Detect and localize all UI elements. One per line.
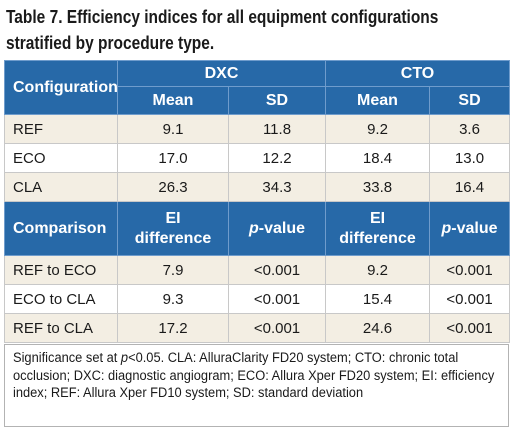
ei-label: EI [369, 209, 386, 227]
table-title-line-2: stratified by procedure type. [6, 33, 215, 53]
dxc-p-value: <0.001 [228, 255, 326, 285]
comparison-name: REF to CLA [4, 313, 118, 343]
comparison-name: REF to ECO [4, 255, 118, 285]
cto-sd-value: 3.6 [428, 114, 511, 144]
table-row: CLA 26.3 34.3 33.8 16.4 [4, 172, 511, 202]
cto-ei-difference-value: 9.2 [325, 255, 430, 285]
header-dxc: DXC [117, 60, 326, 87]
table-row: REF 9.1 11.8 9.2 3.6 [4, 114, 511, 144]
table-row: ECO to CLA 9.3 <0.001 15.4 <0.001 [4, 284, 511, 314]
config-name: REF [4, 114, 118, 144]
footnote-p-italic: p [120, 350, 129, 365]
header-cto-ei-difference: EI difference [325, 201, 430, 256]
dxc-ei-difference-value: 7.9 [117, 255, 229, 285]
config-name: CLA [4, 172, 118, 202]
header-dxc-p-value: p-value [228, 201, 326, 256]
header-dxc-sd: SD [228, 86, 326, 115]
header-comparison: Comparison [4, 201, 118, 256]
table-row: REF to CLA 17.2 <0.001 24.6 <0.001 [4, 313, 511, 343]
cto-sd-value: 13.0 [428, 143, 511, 173]
p-italic: p [441, 219, 452, 237]
efficiency-table: Configuration DXC CTO Mean SD Mean SD RE… [4, 60, 511, 343]
ei-label: EI [165, 209, 181, 227]
dxc-p-value: <0.001 [228, 284, 326, 314]
cto-mean-value: 33.8 [325, 172, 430, 202]
comparison-header-row: Comparison EI difference p-value EI diff… [4, 201, 511, 256]
header-cto-p-value: p-value [428, 201, 511, 256]
p-italic: p [248, 219, 259, 237]
table-footnote: Significance set at p<0.05. CLA: AlluraC… [4, 344, 509, 427]
header-cto: CTO [324, 60, 511, 87]
cto-p-value: <0.001 [428, 255, 511, 285]
cto-mean-value: 18.4 [325, 143, 430, 173]
cto-sd-value: 16.4 [428, 172, 511, 202]
dxc-mean-value: 26.3 [117, 172, 229, 202]
footnote-post: <0.05. CLA: AlluraClarity FD20 system; C… [13, 350, 495, 400]
dxc-sd-value: 12.2 [228, 143, 326, 173]
cto-p-value: <0.001 [428, 313, 511, 343]
config-name: ECO [4, 143, 118, 173]
cto-mean-value: 9.2 [325, 114, 430, 144]
table-row: REF to ECO 7.9 <0.001 9.2 <0.001 [4, 255, 511, 285]
header-dxc-mean: Mean [117, 86, 229, 115]
table-row: ECO 17.0 12.2 18.4 13.0 [4, 143, 511, 173]
dxc-ei-difference-value: 9.3 [117, 284, 229, 314]
dxc-mean-value: 17.0 [117, 143, 229, 173]
dxc-sd-value: 11.8 [228, 114, 326, 144]
header-row-stats: Mean SD Mean SD [5, 86, 511, 115]
comparison-name: ECO to CLA [4, 284, 118, 314]
difference-label: difference [339, 229, 416, 247]
cto-p-value: <0.001 [428, 284, 511, 314]
header-dxc-ei-difference: EI difference [117, 201, 229, 256]
footnote-text: Significance set at p<0.05. CLA: AlluraC… [13, 349, 503, 402]
difference-label: difference [134, 229, 212, 247]
dxc-p-value: <0.001 [228, 313, 326, 343]
cto-ei-difference-value: 15.4 [325, 284, 430, 314]
table-title-line-1: Table 7. Efficiency indices for all equi… [6, 7, 439, 27]
header-cto-mean: Mean [325, 86, 430, 115]
cto-ei-difference-value: 24.6 [325, 313, 430, 343]
header-cto-sd: SD [428, 86, 511, 115]
header-row-groups: Configuration DXC CTO [4, 60, 511, 115]
dxc-ei-difference-value: 17.2 [117, 313, 229, 343]
p-value-suffix: -value [258, 219, 306, 237]
table-title: Table 7. Efficiency indices for all equi… [6, 4, 439, 56]
p-value-suffix: -value [451, 219, 498, 237]
dxc-sd-value: 34.3 [228, 172, 326, 202]
dxc-mean-value: 9.1 [117, 114, 229, 144]
header-configuration: Configuration [4, 60, 118, 115]
footnote-pre: Significance set at [13, 350, 121, 365]
